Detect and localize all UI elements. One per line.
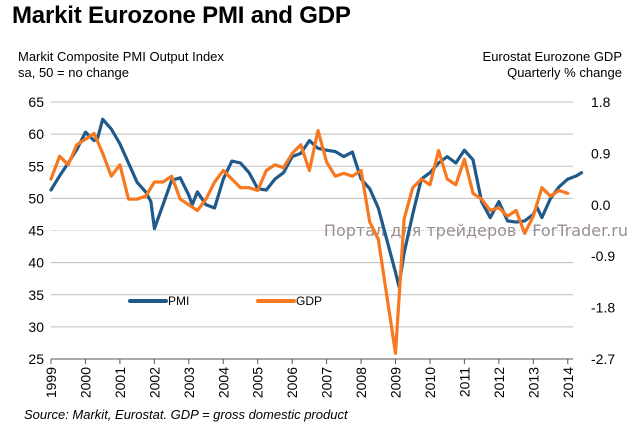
- x-tick-label: 2004: [215, 367, 231, 398]
- x-tick-label: 1999: [43, 367, 59, 398]
- left-y-tick-label: 50: [28, 190, 44, 206]
- source-note: Source: Markit, Eurostat. GDP = gross do…: [24, 407, 348, 422]
- right-axis-title-line1: Eurostat Eurozone GDP: [482, 49, 622, 64]
- left-y-tick-label: 40: [28, 255, 44, 271]
- series-lines: [49, 117, 584, 355]
- legend-label-pmi: PMI: [168, 294, 189, 308]
- legend-label-gdp: GDP: [296, 294, 322, 308]
- x-tick-label: 2007: [319, 367, 335, 398]
- x-tick-label: 2003: [181, 367, 197, 398]
- right-y-tick-label: -0.9: [591, 248, 615, 264]
- left-y-tick-label: 65: [28, 94, 44, 110]
- right-y-tick-label: -1.8: [591, 300, 615, 316]
- watermark: Портал для трейдеров - ForTrader.ru: [324, 221, 628, 240]
- legend: PMI GDP: [128, 294, 322, 308]
- x-tick-label: 2009: [388, 367, 404, 398]
- right-y-tick-label: -2.7: [591, 351, 615, 367]
- left-y-tick-label: 45: [28, 223, 44, 239]
- right-y-tick-label: 0.9: [591, 145, 611, 161]
- right-axis-title: Eurostat Eurozone GDP Quarterly % change: [483, 49, 622, 81]
- x-tick-label: 2014: [560, 367, 576, 398]
- left-y-tick-label: 55: [28, 158, 44, 174]
- left-y-tick-label: 35: [28, 287, 44, 303]
- x-tick-label: 2006: [284, 367, 300, 398]
- left-y-tick-label: 60: [28, 126, 44, 142]
- x-tick-label: 2005: [250, 367, 266, 398]
- right-axis-title-line2: Quarterly % change: [507, 65, 622, 80]
- x-tick-label: 2000: [77, 367, 93, 398]
- x-tick-label: 2010: [422, 367, 438, 398]
- series-points-gdp: [50, 130, 568, 354]
- x-tick-label: 2001: [112, 367, 128, 398]
- left-axis-title-line1: Markit Composite PMI Output Index: [18, 49, 224, 64]
- left-y-axis: 25 30 35 40 45 50 55 60 65: [28, 94, 44, 367]
- x-tick-label: 2002: [146, 367, 162, 398]
- left-y-tick-label: 30: [28, 319, 44, 335]
- x-axis: 1999 2000 2001 2002 2003 2004 2005 2006 2007 2008…: [43, 358, 576, 398]
- right-y-tick-label: 0.0: [591, 197, 611, 213]
- left-axis-title-line2: sa, 50 = no change: [18, 65, 129, 80]
- x-tick-label: 2008: [353, 367, 369, 398]
- right-y-tick-label: 1.8: [591, 94, 611, 110]
- right-y-axis: 1.8 0.9 0.0 -0.9 -1.8 -2.7: [591, 94, 615, 367]
- x-tick-label: 2013: [525, 367, 541, 398]
- left-y-tick-label: 25: [28, 351, 44, 367]
- x-tick-label: 2012: [491, 367, 507, 398]
- x-tick-label: 2011: [456, 367, 472, 397]
- left-axis-title: Markit Composite PMI Output Index sa, 50…: [18, 49, 224, 81]
- chart-title: Markit Eurozone PMI and GDP: [12, 2, 351, 29]
